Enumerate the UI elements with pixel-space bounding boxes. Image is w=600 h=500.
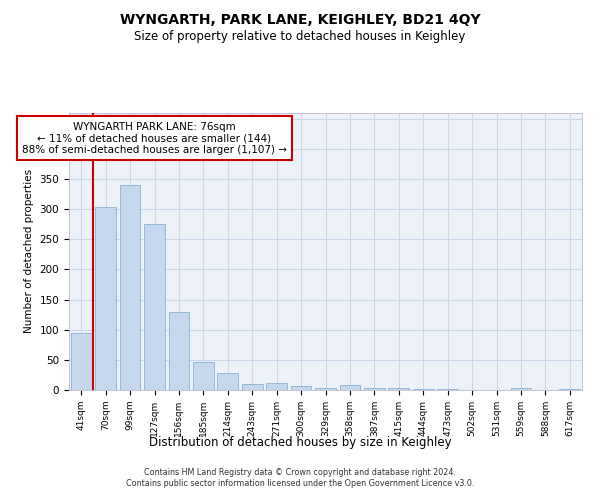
- Bar: [266, 383, 287, 390]
- Bar: [95, 207, 116, 390]
- Text: WYNGARTH, PARK LANE, KEIGHLEY, BD21 4QY: WYNGARTH, PARK LANE, KEIGHLEY, BD21 4QY: [119, 12, 481, 26]
- Bar: [169, 312, 190, 390]
- Bar: [388, 388, 409, 390]
- Bar: [217, 373, 238, 390]
- Bar: [193, 362, 214, 390]
- Text: WYNGARTH PARK LANE: 76sqm
← 11% of detached houses are smaller (144)
88% of semi: WYNGARTH PARK LANE: 76sqm ← 11% of detac…: [22, 122, 287, 154]
- Text: Size of property relative to detached houses in Keighley: Size of property relative to detached ho…: [134, 30, 466, 43]
- Text: Contains HM Land Registry data © Crown copyright and database right 2024.
Contai: Contains HM Land Registry data © Crown c…: [126, 468, 474, 487]
- Text: Distribution of detached houses by size in Keighley: Distribution of detached houses by size …: [149, 436, 451, 449]
- Bar: [290, 386, 311, 390]
- Bar: [340, 384, 361, 390]
- Bar: [242, 384, 263, 390]
- Bar: [315, 388, 336, 390]
- Y-axis label: Number of detached properties: Number of detached properties: [24, 169, 34, 334]
- Bar: [119, 185, 140, 390]
- Bar: [144, 224, 165, 390]
- Bar: [71, 332, 92, 390]
- Bar: [511, 388, 532, 390]
- Bar: [413, 389, 434, 390]
- Bar: [364, 388, 385, 390]
- Bar: [559, 389, 580, 390]
